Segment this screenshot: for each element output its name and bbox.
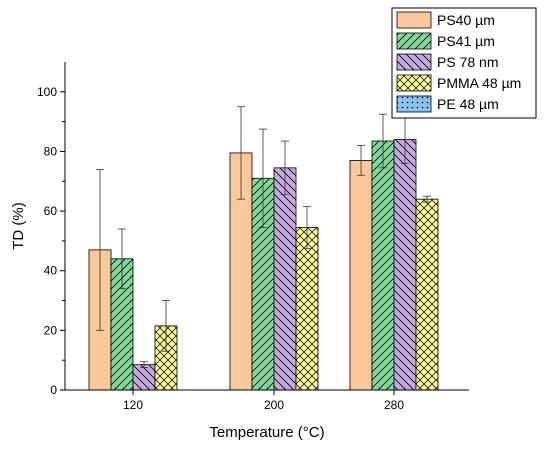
legend-entry: PE 48 µm (396, 95, 499, 113)
bar (132, 364, 156, 391)
bar (273, 167, 297, 391)
bar-pattern (111, 258, 133, 390)
bar (415, 198, 439, 391)
bar-pattern (416, 199, 438, 390)
legend-entry: PS41 µm (396, 32, 495, 50)
x-ticks: 120 200 280 (123, 390, 404, 412)
bar-pattern (133, 364, 155, 390)
legend-swatch-pattern (397, 75, 431, 91)
bar-fill (230, 152, 252, 390)
bar (371, 140, 395, 391)
legend-entry: PS40 µm (396, 11, 495, 29)
legend-swatch-outline (396, 53, 432, 71)
error-bar (140, 361, 148, 369)
bar-pattern (296, 227, 318, 390)
bar-pattern (274, 167, 296, 390)
legend-swatch-pattern (397, 96, 431, 112)
y-ticks: 0 20 40 60 80 100 (37, 85, 65, 397)
y-tick-label: 20 (44, 323, 58, 337)
x-tick-label: 280 (384, 398, 404, 412)
legend: PS40 µm PS41 µm PS 78 nm PMMA 48 µm PE 48 µm (391, 7, 537, 119)
x-tick-label: 120 (123, 398, 143, 412)
bar-pattern (372, 141, 394, 390)
error-bar (237, 106, 245, 200)
error-bar (96, 168, 104, 331)
y-tick-label: 40 (44, 264, 58, 278)
legend-swatch-pattern (397, 33, 431, 49)
y-tick-label: 80 (44, 144, 58, 158)
error-bar (118, 228, 126, 290)
bar (110, 258, 134, 391)
legend-swatch-pattern (397, 54, 431, 70)
y-tick-label: 60 (44, 204, 58, 218)
bars-layer (88, 139, 439, 391)
bar (154, 325, 178, 391)
x-tick-label: 200 (264, 398, 284, 412)
error-bar (357, 145, 365, 176)
bar-fill (350, 160, 372, 390)
legend-label: PS41 µm (437, 33, 495, 49)
bar-pattern (394, 139, 416, 390)
legend-entry: PMMA 48 µm (396, 74, 521, 92)
bar (393, 139, 417, 391)
error-bars-layer (96, 106, 431, 369)
y-tick-label: 100 (37, 85, 57, 99)
bar-pattern (155, 325, 177, 390)
error-bar (281, 140, 289, 196)
bar (251, 177, 275, 391)
axes: 0 20 40 60 80 100 120 200 280 (37, 62, 469, 412)
legend-label: PE 48 µm (437, 96, 499, 112)
error-bar (379, 113, 387, 169)
legend-swatch-outline (396, 32, 432, 50)
legend-label: PS40 µm (437, 12, 495, 28)
y-axis-label: TD (%) (10, 202, 27, 250)
legend-label: PMMA 48 µm (437, 75, 521, 91)
error-bar (423, 195, 431, 203)
legend-entry: PS 78 nm (396, 53, 498, 71)
legend-swatch-outline (396, 11, 432, 29)
x-axis-label: Temperature (°C) (209, 424, 324, 441)
legend-swatch (397, 12, 431, 28)
error-bar (303, 206, 311, 249)
error-bar (259, 128, 267, 228)
legend-label: PS 78 nm (437, 54, 498, 70)
legend-swatch-outline (396, 95, 432, 113)
bar-pattern (252, 178, 274, 390)
bar (295, 227, 319, 391)
legend-swatch-outline (396, 74, 432, 92)
bar (349, 159, 373, 391)
error-bar (162, 300, 170, 352)
y-tick-label: 0 (50, 383, 57, 397)
